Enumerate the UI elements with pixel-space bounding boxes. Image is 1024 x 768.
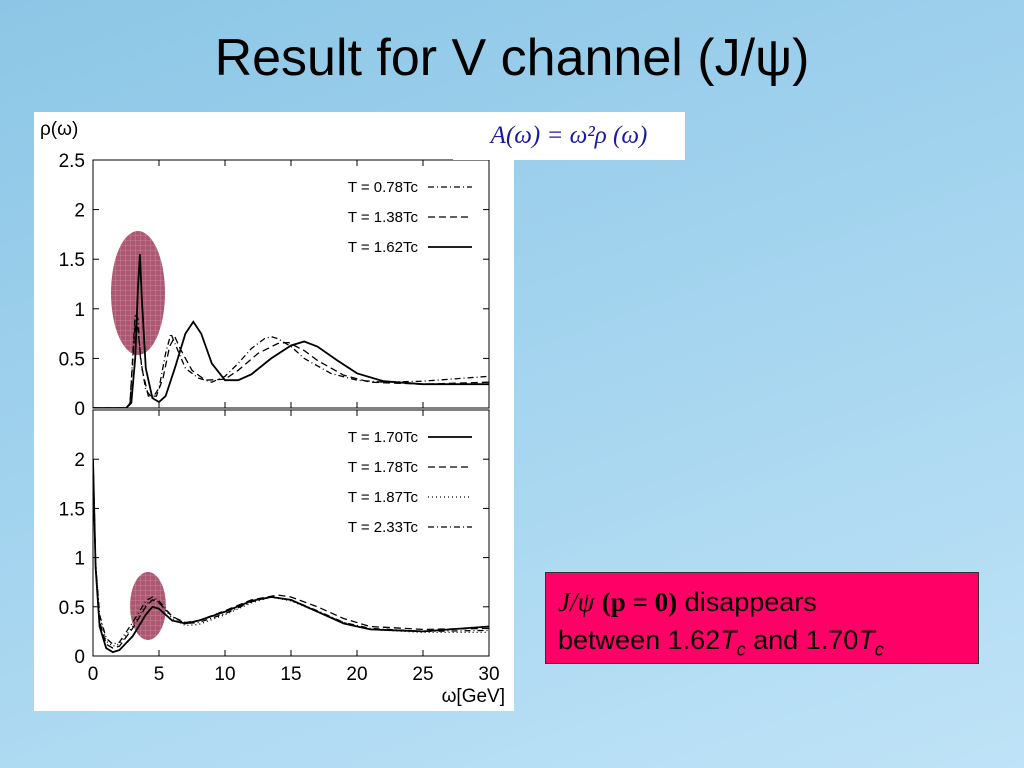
y-tick-label-bottom: 0.5: [59, 598, 85, 619]
tc-symbol-2: T: [858, 625, 875, 655]
tc-symbol-1: T: [720, 625, 737, 655]
legend-label-top-1: T = 1.38Tc: [348, 209, 419, 226]
legend-label-bottom-2: T = 1.87Tc: [348, 489, 419, 506]
x-tick-label: 15: [280, 664, 301, 685]
and-text: and 1.70: [745, 625, 859, 655]
y-tick-label-bottom: 2: [74, 450, 85, 471]
x-tick-label: 10: [214, 664, 235, 685]
x-tick-label: 30: [478, 664, 499, 685]
legend-label-bottom-0: T = 1.70Tc: [348, 429, 419, 446]
series-line-top-2: [93, 254, 489, 408]
y-tick-label-bottom: 0: [74, 647, 85, 668]
y-tick-label-top: 0.5: [59, 349, 85, 370]
y-tick-label-top: 1.5: [59, 250, 85, 271]
x-tick-label: 20: [346, 664, 367, 685]
legend-label-bottom-3: T = 2.33Tc: [348, 519, 419, 536]
y-tick-label-top: 1: [74, 300, 85, 321]
slide-title: Result for V channel (J/ψ): [214, 29, 810, 87]
series-line-top-1: [93, 321, 489, 408]
y-tick-label-top: 2: [74, 201, 85, 222]
x-tick-label: 25: [412, 664, 433, 685]
between-text: between 1.62: [558, 625, 721, 655]
legend-label-top-2: T = 1.62Tc: [348, 239, 419, 256]
highlight-ellipse-suppressed: [130, 572, 166, 640]
momentum-zero: (p = 0): [601, 587, 678, 617]
callout-line-2: between 1.62Tc and 1.70Tc: [558, 621, 966, 668]
jpsi-symbol: J/ψ: [558, 587, 595, 617]
series-line-bottom-3: [93, 459, 489, 645]
callout-line-1: J/ψ (p = 0) disappears: [558, 583, 966, 621]
tc-subscript-2: c: [874, 639, 884, 660]
x-tick-label: 0: [88, 664, 99, 685]
formula-box: A(ω) = ω²ρ (ω): [453, 112, 685, 160]
y-tick-label-top: 0: [74, 399, 85, 420]
y-tick-label-bottom: 1.5: [59, 499, 85, 520]
legend-label-top-0: T = 0.78Tc: [348, 179, 419, 196]
y-tick-label-bottom: 1: [74, 549, 85, 570]
conclusion-callout: J/ψ (p = 0) disappears between 1.62Tc an…: [545, 572, 979, 664]
legend-label-bottom-1: T = 1.78Tc: [348, 459, 419, 476]
x-tick-label: 5: [154, 664, 165, 685]
tc-subscript-1: c: [736, 639, 746, 660]
y-axis-label: ρ(ω): [40, 119, 78, 140]
disappears-text: disappears: [677, 587, 817, 617]
chart-background: [34, 112, 514, 711]
y-tick-label-top: 2.5: [59, 151, 85, 172]
x-axis-label: ω[GeV]: [442, 686, 505, 707]
